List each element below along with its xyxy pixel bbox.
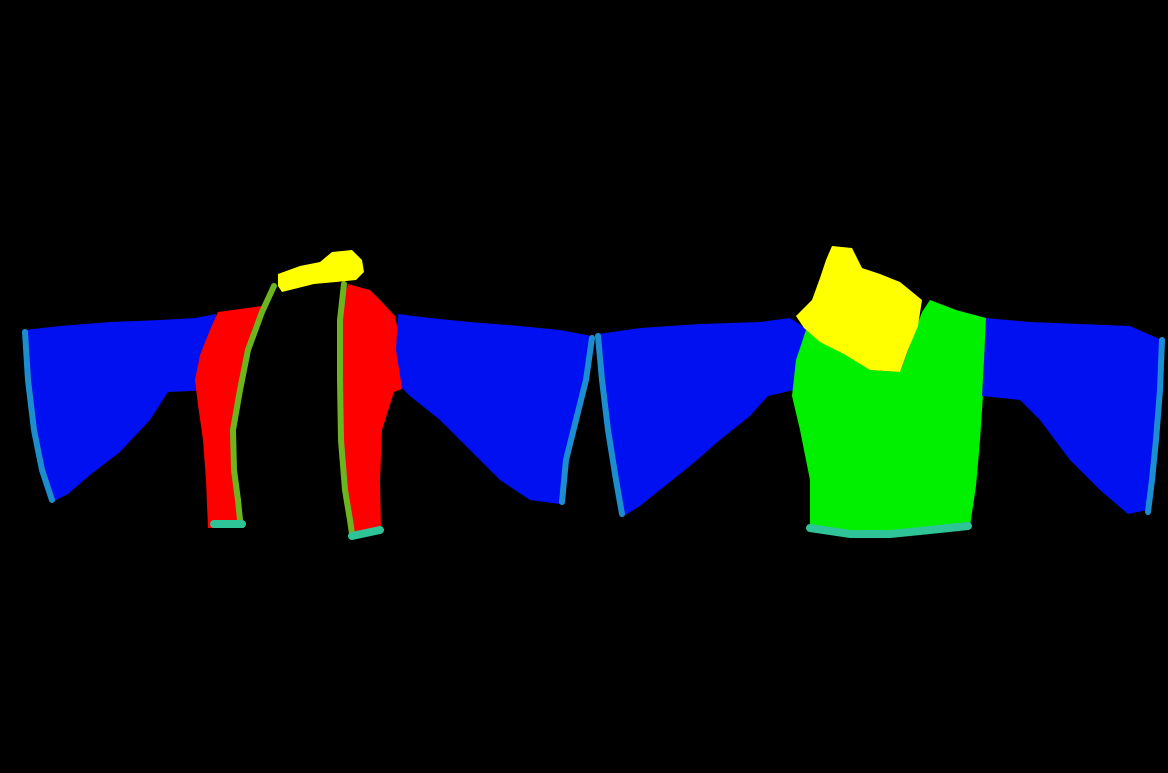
- back-right-sleeve: [982, 318, 1162, 514]
- garment-front-view: [22, 250, 595, 540]
- front-right-cuff: [559, 335, 595, 505]
- garment-back-view: [595, 246, 1165, 538]
- front-right-placket: [337, 281, 355, 537]
- back-left-sleeve: [598, 318, 808, 516]
- back-hem: [806, 522, 972, 538]
- back-left-cuff: [595, 333, 625, 517]
- front-right-hem: [348, 526, 384, 540]
- front-left-sleeve: [24, 314, 216, 502]
- back-body: [792, 300, 986, 532]
- back-right-cuff: [1145, 337, 1165, 515]
- front-collar: [278, 250, 364, 292]
- front-right-sleeve: [396, 314, 592, 504]
- front-left-cuff: [22, 329, 55, 503]
- front-left-placket: [229, 283, 277, 523]
- front-right-panel: [340, 284, 404, 536]
- front-left-panel: [195, 306, 262, 528]
- back-collar: [796, 246, 922, 372]
